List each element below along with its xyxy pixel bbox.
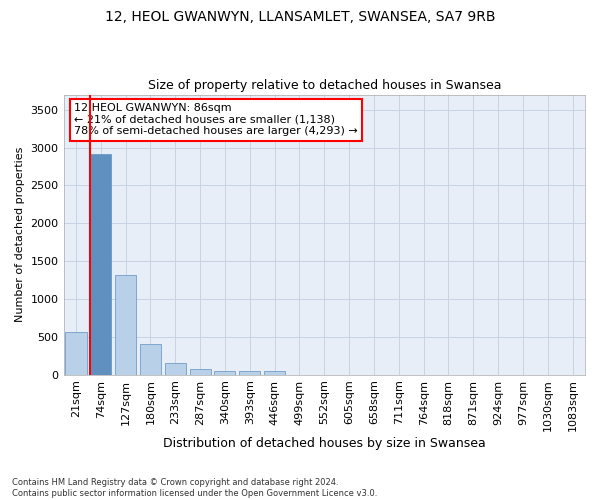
Bar xyxy=(65,332,86,374)
Text: 12 HEOL GWANWYN: 86sqm
← 21% of detached houses are smaller (1,138)
78% of semi-: 12 HEOL GWANWYN: 86sqm ← 21% of detached… xyxy=(74,103,358,136)
Bar xyxy=(90,154,112,374)
Bar xyxy=(264,372,285,374)
Text: 12, HEOL GWANWYN, LLANSAMLET, SWANSEA, SA7 9RB: 12, HEOL GWANWYN, LLANSAMLET, SWANSEA, S… xyxy=(105,10,495,24)
Bar xyxy=(239,371,260,374)
Bar xyxy=(115,275,136,374)
X-axis label: Distribution of detached houses by size in Swansea: Distribution of detached houses by size … xyxy=(163,437,485,450)
Title: Size of property relative to detached houses in Swansea: Size of property relative to detached ho… xyxy=(148,79,501,92)
Y-axis label: Number of detached properties: Number of detached properties xyxy=(15,147,25,322)
Bar xyxy=(190,368,211,374)
Bar xyxy=(214,370,235,374)
Bar xyxy=(165,363,186,374)
Bar xyxy=(140,344,161,374)
Text: Contains HM Land Registry data © Crown copyright and database right 2024.
Contai: Contains HM Land Registry data © Crown c… xyxy=(12,478,377,498)
